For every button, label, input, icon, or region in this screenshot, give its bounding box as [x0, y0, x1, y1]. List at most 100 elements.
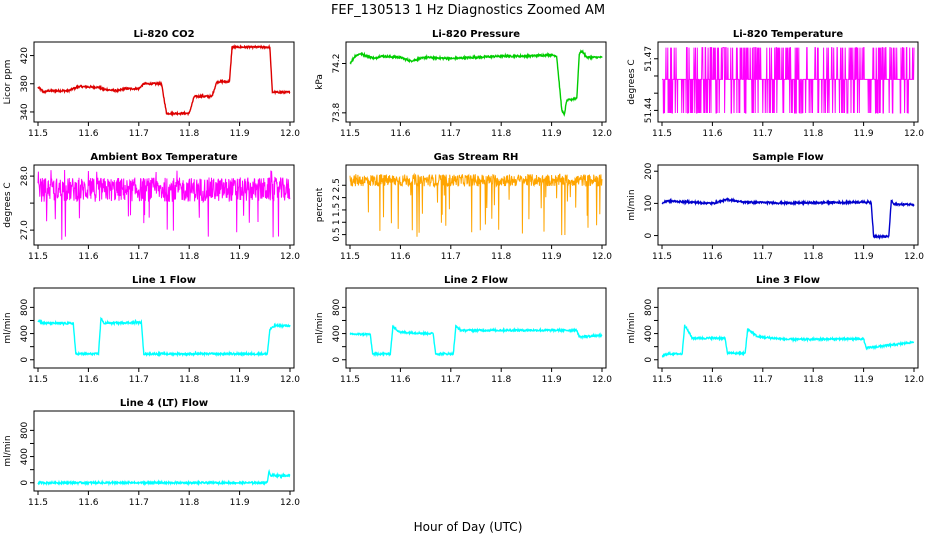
- x-tick-label: 12.0: [904, 375, 924, 385]
- x-tick-label: 11.7: [753, 252, 773, 262]
- y-tick-label: 340: [20, 103, 30, 120]
- x-tick-label: 11.8: [803, 375, 823, 385]
- x-tick-label: 11.5: [28, 252, 48, 262]
- chart-panel: Li-820 Temperature degrees C 51.44 51.47 11.…: [627, 29, 924, 139]
- x-tick-label: 11.7: [753, 375, 773, 385]
- y-tick-label: 0.5: [332, 227, 342, 241]
- plot-frame: [33, 410, 295, 492]
- x-tick-label: 11.8: [179, 498, 199, 508]
- x-tick-label: 11.9: [854, 375, 874, 385]
- series-line: [661, 324, 915, 358]
- panel-title: Gas Stream RH: [434, 152, 519, 163]
- x-tick-label: 11.7: [129, 252, 149, 262]
- x-tick-label: 11.8: [179, 129, 199, 139]
- plot-frame: [33, 41, 295, 123]
- x-tick-label: 12.0: [280, 129, 300, 139]
- y-axis-label: ml/min: [3, 312, 13, 343]
- x-tick-label: 11.8: [491, 252, 511, 262]
- plot-frame: [657, 41, 919, 123]
- chart-panel: Line 3 Flow ml/min 0 400 800 11.5 11.6 11.7 11.8…: [627, 275, 924, 385]
- y-tick-label: 800: [644, 299, 654, 316]
- y-tick-label: 380: [20, 75, 30, 92]
- plot-frame: [33, 164, 295, 246]
- y-tick-label: 0: [644, 357, 654, 363]
- x-tick-label: 11.6: [78, 252, 98, 262]
- plot-frame: [345, 41, 607, 123]
- x-tick-label: 11.5: [652, 129, 672, 139]
- y-tick-label: 200: [644, 162, 654, 179]
- y-tick-label: 0: [332, 357, 342, 363]
- series-line: [37, 169, 291, 240]
- series-group: [349, 172, 603, 237]
- x-tick-label: 12.0: [280, 498, 300, 508]
- series-group: [37, 43, 291, 117]
- series-group: [661, 324, 915, 358]
- chart-panel: Li-820 Pressure kPa 73.8 74.2 11.5 11.6 11.7 11…: [315, 29, 612, 139]
- y-tick-label: 0: [644, 232, 654, 238]
- y-axis-label: Licor ppm: [3, 60, 13, 105]
- x-tick-label: 11.9: [854, 252, 874, 262]
- y-tick-label: 27.0: [20, 220, 30, 240]
- x-tick-label: 11.8: [491, 375, 511, 385]
- x-tick-label: 11.5: [652, 375, 672, 385]
- x-tick-label: 11.6: [390, 252, 410, 262]
- series-line: [37, 43, 291, 117]
- y-tick-label: 51.44: [644, 97, 654, 123]
- x-tick-label: 11.9: [230, 252, 250, 262]
- x-tick-label: 11.5: [340, 375, 360, 385]
- x-tick-label: 11.9: [542, 375, 562, 385]
- x-tick-label: 11.6: [702, 375, 722, 385]
- y-tick-label: 400: [20, 448, 30, 465]
- x-tick-label: 11.9: [230, 129, 250, 139]
- series-line: [349, 49, 603, 117]
- x-tick-label: 11.6: [702, 252, 722, 262]
- x-tick-label: 11.9: [230, 498, 250, 508]
- x-tick-label: 11.8: [803, 129, 823, 139]
- x-tick-label: 11.5: [340, 129, 360, 139]
- x-tick-label: 11.9: [230, 375, 250, 385]
- panel-title: Line 1 Flow: [132, 275, 196, 286]
- y-axis-label: degrees C: [627, 59, 637, 104]
- series-group: [349, 324, 603, 358]
- chart-panel: Line 2 Flow ml/min 0 400 800 11.5 11.6 11.7 11.8…: [315, 275, 612, 385]
- x-tick-label: 12.0: [592, 375, 612, 385]
- x-tick-label: 12.0: [592, 252, 612, 262]
- series-group: [349, 49, 603, 117]
- x-tick-label: 11.8: [491, 129, 511, 139]
- y-tick-label: 100: [644, 195, 654, 212]
- series-group: [662, 47, 915, 114]
- y-tick-label: 1: [332, 219, 342, 225]
- x-tick-label: 12.0: [280, 375, 300, 385]
- y-axis-label: ml/min: [627, 189, 637, 220]
- chart-panel: Line 1 Flow ml/min 0 400 800 11.5 11.6 11.7 11.8…: [3, 275, 300, 385]
- x-tick-label: 11.5: [28, 498, 48, 508]
- x-tick-label: 11.5: [28, 129, 48, 139]
- x-tick-label: 11.7: [441, 375, 461, 385]
- x-tick-label: 11.7: [441, 129, 461, 139]
- x-tick-label: 11.6: [390, 375, 410, 385]
- y-tick-label: 400: [20, 325, 30, 342]
- y-tick-label: 74.2: [332, 53, 342, 73]
- panel-title: Line 4 (LT) Flow: [120, 398, 208, 409]
- x-tick-label: 11.7: [129, 129, 149, 139]
- x-tick-label: 11.9: [542, 129, 562, 139]
- x-tick-label: 11.7: [129, 498, 149, 508]
- panel-title: Li-820 CO2: [133, 29, 194, 40]
- series-group: [37, 169, 291, 240]
- x-tick-label: 11.6: [78, 129, 98, 139]
- series-line: [349, 172, 603, 237]
- y-tick-label: 1.5: [332, 203, 342, 217]
- x-tick-label: 12.0: [592, 129, 612, 139]
- y-tick-label: 2: [332, 195, 342, 201]
- x-tick-label: 11.8: [179, 375, 199, 385]
- series-line: [661, 197, 915, 241]
- y-axis-label: ml/min: [3, 435, 13, 466]
- y-tick-label: 420: [20, 47, 30, 64]
- x-tick-label: 11.6: [390, 129, 410, 139]
- plot-frame: [345, 164, 607, 246]
- panel-title: Sample Flow: [752, 152, 824, 163]
- series-group: [37, 468, 291, 487]
